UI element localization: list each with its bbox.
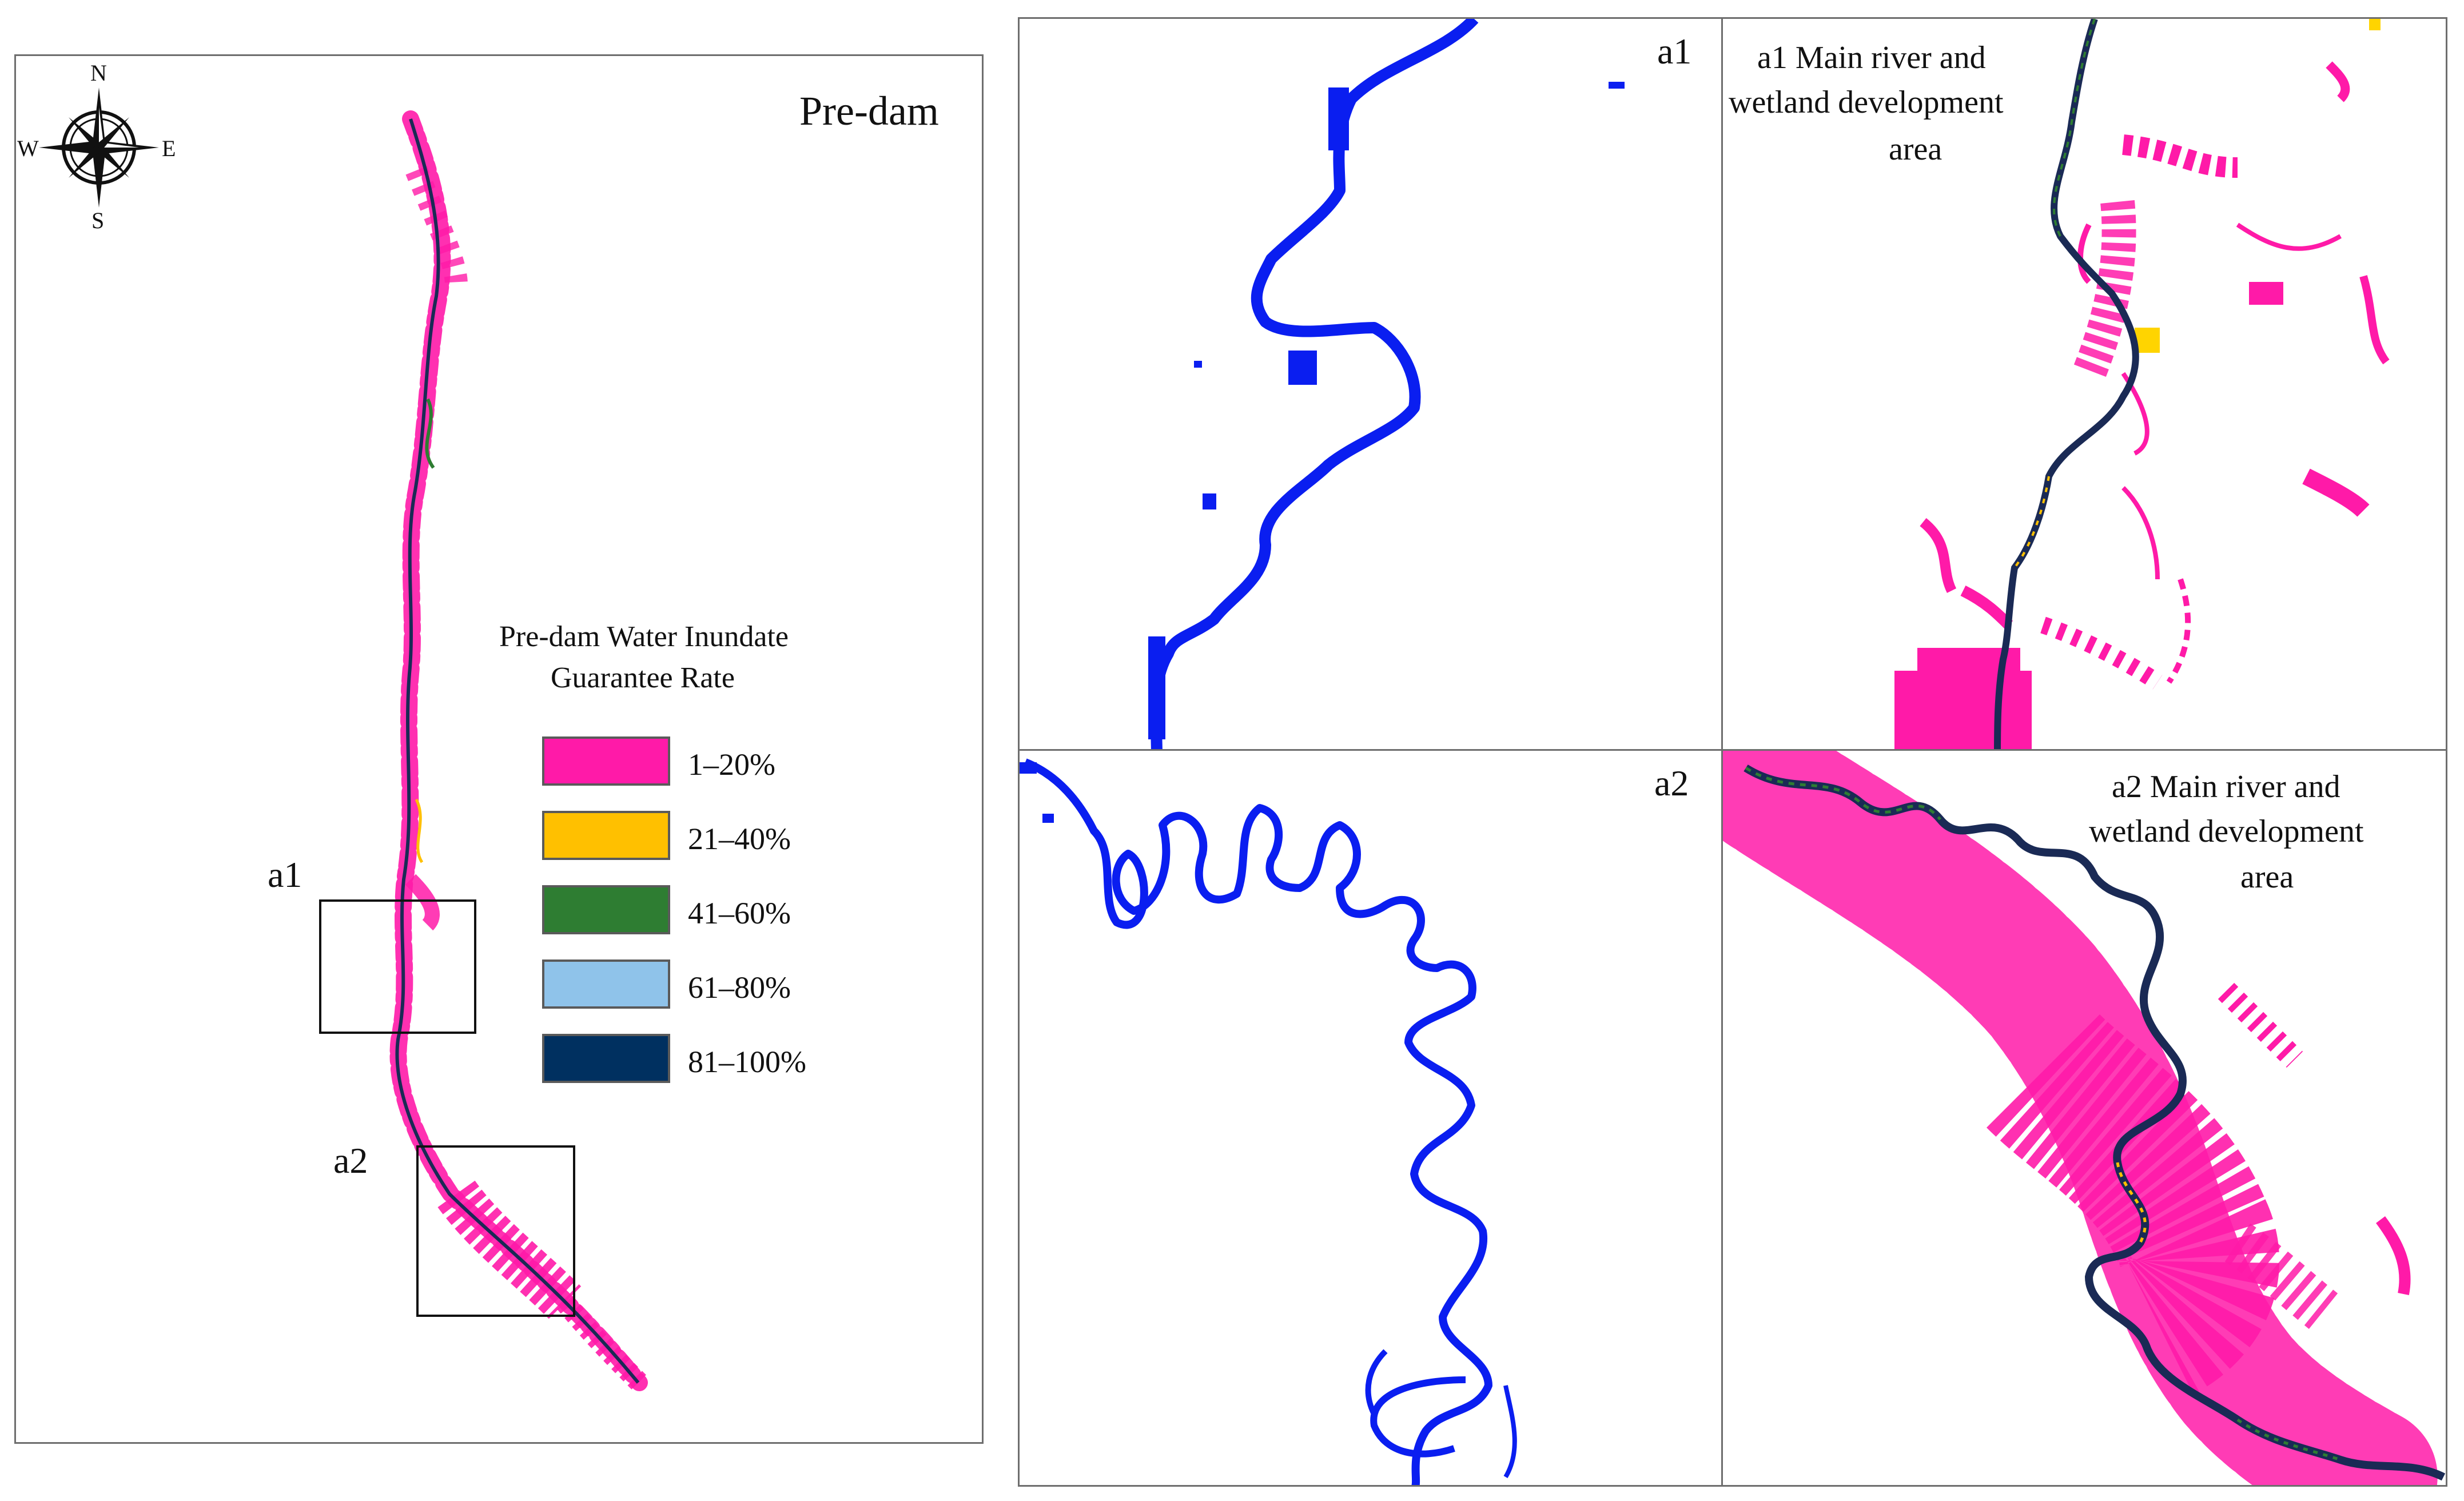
panel-a2-river-label: a2 <box>1654 763 1689 803</box>
legend-swatch-5 <box>542 1034 670 1083</box>
panel-a2-river: a2 <box>1018 749 1724 1487</box>
river-basin-map <box>389 110 648 1391</box>
compass-east-label: E <box>162 136 176 161</box>
panel-a2-rate-label-line3: area <box>2240 859 2294 895</box>
legend-label-2: 21–40% <box>688 822 791 856</box>
legend-label-4: 61–80% <box>688 970 791 1005</box>
inset-box-a2 <box>416 1145 575 1317</box>
main-river-channel <box>395 118 640 1384</box>
legend-label-5: 81–100% <box>688 1045 806 1079</box>
legend-swatch-3 <box>542 885 670 934</box>
a2-river-map <box>1020 758 1517 1485</box>
inset-label-a1: a1 <box>268 854 302 895</box>
map-title: Pre-dam <box>799 88 939 134</box>
panel-a1-river-label: a1 <box>1657 31 1692 71</box>
compass-north-label: N <box>90 60 107 86</box>
compass-south-label: S <box>91 208 105 233</box>
legend-title-line2: Guarantee Rate <box>551 662 735 694</box>
inset-label-a2: a2 <box>333 1140 368 1181</box>
panel-a1-rate: a1 Main river and wetland development ar… <box>1721 17 2447 755</box>
a1-river-map <box>1148 19 1625 753</box>
inset-box-a1 <box>319 899 476 1034</box>
legend-label-3: 41–60% <box>688 896 791 930</box>
a1-rate-map <box>1894 19 2390 753</box>
legend-swatch-1 <box>542 736 670 786</box>
compass-icon: N S W E <box>17 60 176 233</box>
legend-swatch-2 <box>542 811 670 860</box>
panel-a1-rate-label-line3: area <box>1889 132 1942 167</box>
panel-a2-rate-label-line1: a2 Main river and <box>2112 769 2340 805</box>
panel-a2-rate-label-line2: wetland development <box>2089 814 2364 849</box>
compass-west-label: W <box>17 136 39 161</box>
panel-a1-rate-label-line1: a1 Main river and <box>1757 40 1986 75</box>
main-map-panel: N S W E Pre-dam Pre-dam Water Inundate G… <box>14 54 984 1444</box>
panel-a2-rate: a2 Main river and wetland development ar… <box>1721 749 2447 1487</box>
legend-label-1: 1–20% <box>688 747 775 782</box>
legend-title-line1: Pre-dam Water Inundate <box>499 620 789 653</box>
panel-a1-river: a1 <box>1018 17 1724 755</box>
panel-a1-rate-label-line2: wetland development <box>1729 85 2004 120</box>
a2-rate-map <box>1723 751 2446 1485</box>
legend-swatch-4 <box>542 959 670 1009</box>
legend: Pre-dam Water Inundate Guarantee Rate 1–… <box>462 622 862 1160</box>
